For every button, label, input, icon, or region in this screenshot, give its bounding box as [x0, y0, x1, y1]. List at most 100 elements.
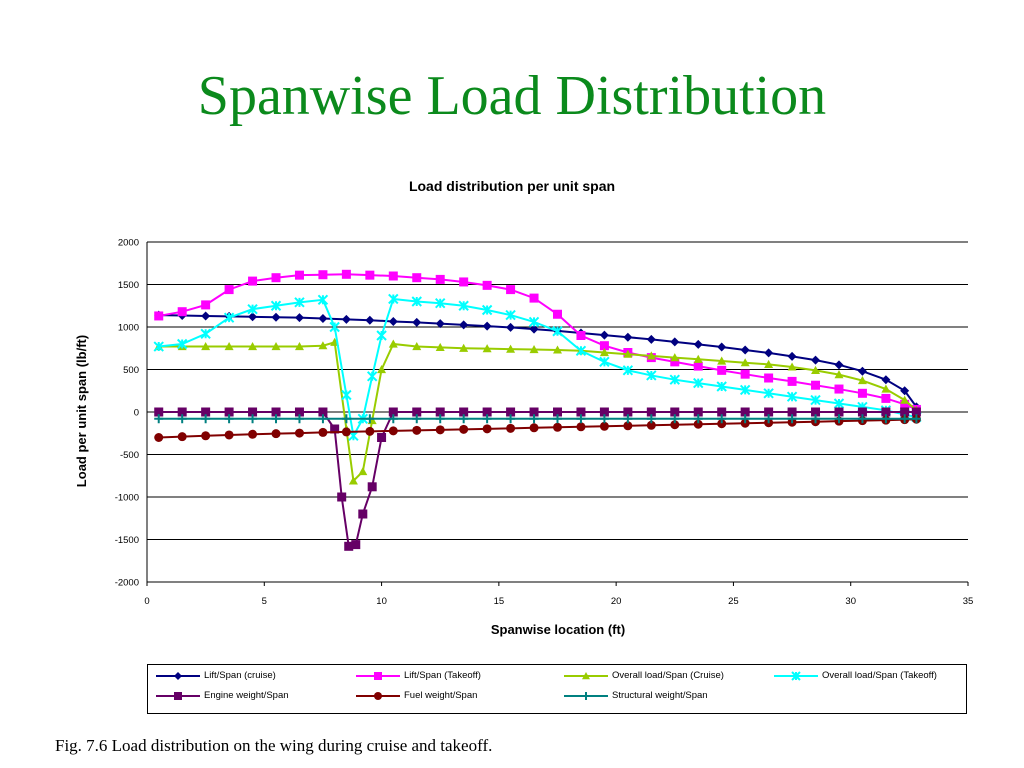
data-point — [458, 300, 469, 311]
data-point — [787, 414, 797, 424]
data-point — [693, 414, 703, 424]
data-point — [329, 321, 340, 333]
line-chart: 2000 1500 1000 500 0 -500 -1000 -1500 -2000 0 5 10 1… — [74, 238, 973, 638]
data-point — [575, 345, 587, 357]
data-point — [351, 540, 361, 550]
data-point — [366, 371, 378, 382]
data-point — [341, 427, 351, 437]
data-point — [576, 414, 586, 424]
data-point — [623, 407, 633, 417]
data-point — [365, 414, 375, 424]
data-point — [553, 414, 562, 424]
data-point — [576, 422, 586, 432]
data-point — [435, 297, 446, 309]
data-point — [528, 316, 540, 328]
data-point — [318, 427, 328, 437]
data-point — [739, 384, 751, 396]
legend-swatch — [156, 692, 200, 700]
data-point — [833, 398, 845, 409]
series-line — [158, 341, 918, 483]
data-point — [505, 309, 516, 321]
data-point — [317, 294, 329, 306]
data-point — [693, 354, 703, 363]
data-point — [693, 339, 703, 349]
data-point — [764, 348, 774, 358]
data-point — [834, 384, 844, 394]
axes — [146, 242, 969, 586]
data-point — [646, 334, 656, 344]
series-line — [158, 418, 917, 439]
data-point — [740, 345, 750, 355]
x-tick-label: 10 — [376, 596, 387, 607]
data-point — [599, 421, 609, 431]
data-point — [248, 312, 258, 322]
data-point — [693, 407, 703, 417]
data-point — [717, 407, 727, 417]
data-point — [337, 492, 347, 502]
data-point — [482, 344, 492, 353]
data-point — [717, 356, 727, 365]
data-point — [271, 429, 281, 439]
data-point — [201, 407, 211, 417]
data-point — [412, 407, 422, 417]
data-point — [787, 362, 797, 371]
y-tick-label: -2000 — [115, 578, 139, 589]
data-point — [900, 399, 910, 409]
data-point — [388, 414, 398, 424]
data-point — [224, 407, 234, 417]
series-line — [158, 273, 917, 411]
y-tick-label: 2000 — [118, 238, 139, 249]
data-point — [248, 276, 258, 286]
data-point — [764, 407, 774, 417]
data-point — [318, 407, 328, 417]
x-tick-label: 25 — [728, 596, 739, 607]
data-point — [247, 303, 258, 315]
y-tick-label: 1500 — [118, 280, 139, 291]
data-point — [376, 330, 387, 341]
data-point — [529, 293, 539, 303]
data-point — [388, 339, 398, 348]
data-point — [294, 342, 304, 351]
data-point — [224, 414, 234, 424]
legend-label: Structural weight/Span — [612, 690, 708, 701]
series-6 — [154, 414, 921, 424]
series-3 — [153, 293, 922, 442]
data-point — [670, 414, 680, 424]
data-point — [740, 414, 750, 424]
data-point — [623, 332, 633, 342]
data-point — [669, 374, 680, 385]
data-point — [599, 330, 609, 340]
data-point — [358, 509, 368, 519]
data-point — [599, 341, 609, 351]
data-point — [717, 414, 727, 424]
data-point — [294, 270, 304, 280]
data-point — [900, 407, 910, 417]
legend-label: Fuel weight/Span — [404, 690, 478, 701]
data-point — [412, 342, 422, 351]
data-point — [435, 407, 445, 417]
data-point — [201, 311, 211, 321]
data-point — [377, 365, 387, 374]
data-point — [412, 414, 422, 424]
data-point — [506, 407, 516, 417]
data-point — [786, 391, 798, 402]
data-point — [482, 424, 492, 434]
data-point — [294, 407, 304, 417]
data-point — [388, 293, 399, 305]
data-point — [881, 375, 891, 385]
data-point — [224, 285, 234, 295]
data-point — [811, 365, 821, 374]
data-point — [529, 414, 539, 424]
data-point — [348, 476, 358, 485]
data-point — [646, 420, 656, 430]
data-point — [599, 356, 610, 368]
legend-label: Overall load/Span (Cruise) — [612, 670, 724, 681]
data-point — [911, 407, 921, 417]
data-point — [740, 407, 750, 417]
x-tick-label: 20 — [611, 596, 622, 607]
data-point — [834, 407, 844, 417]
data-point — [341, 414, 351, 424]
legend-label: Lift/Span (Takeoff) — [404, 670, 481, 681]
data-point — [693, 361, 703, 371]
data-point — [622, 365, 634, 376]
